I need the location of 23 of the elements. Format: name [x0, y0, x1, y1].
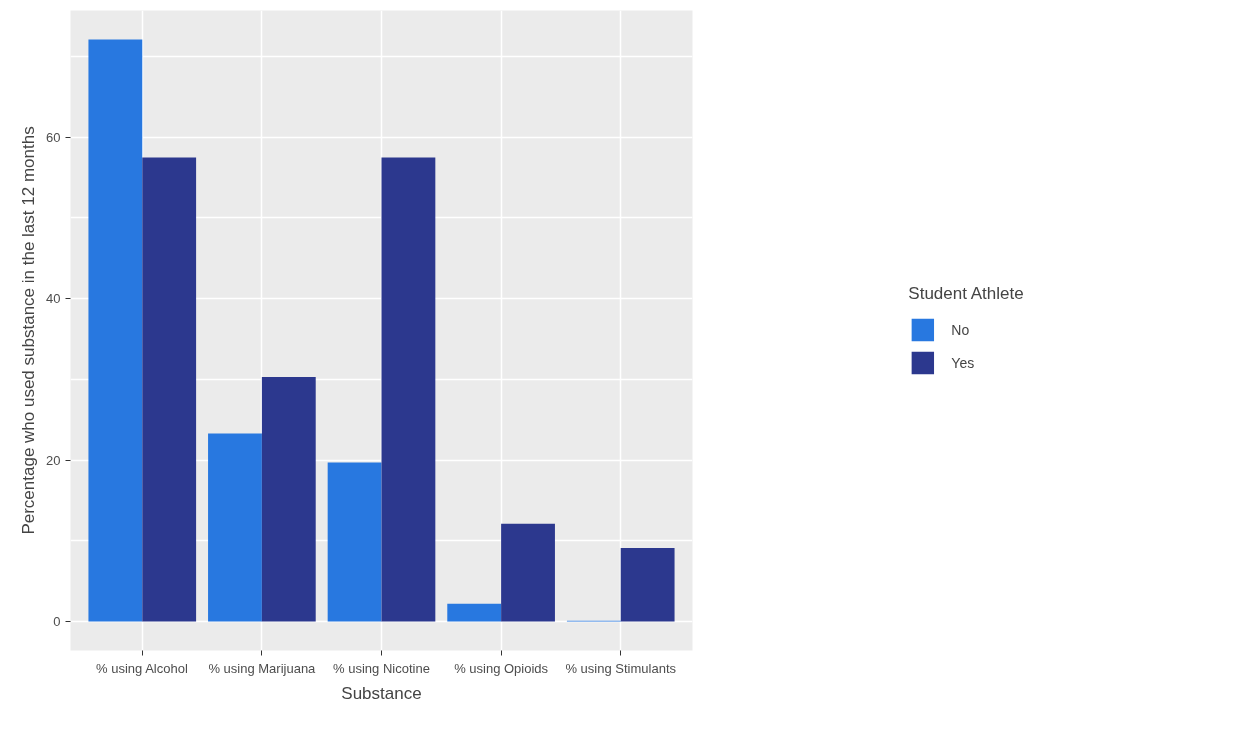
x-tick-label: % using Opioids: [454, 660, 549, 676]
bar: [327, 462, 382, 622]
bar: [447, 603, 502, 622]
bar: [208, 433, 262, 622]
y-tick-label: 0: [53, 613, 61, 629]
x-tick-label: % using Marijuana: [208, 660, 317, 676]
bar: [620, 548, 675, 622]
y-axis-title: Percentage who used substance in the last 12 months: [19, 126, 39, 535]
y-tick-label: 40: [46, 291, 61, 307]
legend-title: Student Athlete: [908, 283, 1024, 304]
x-tick-label: % using Stimulants: [565, 660, 677, 676]
x-tick-label: % using Alcohol: [96, 660, 188, 676]
bar: [501, 523, 555, 622]
bar: [381, 157, 436, 622]
bar: [142, 157, 197, 622]
legend-label: No: [951, 321, 971, 338]
bar: [88, 39, 143, 622]
y-tick-label: 20: [46, 452, 61, 468]
bar: [261, 376, 316, 622]
x-tick-label: % using Nicotine: [333, 660, 430, 676]
y-tick-label: 60: [46, 129, 61, 145]
x-axis-title: Substance: [341, 683, 422, 703]
legend-label: Yes: [951, 354, 975, 371]
